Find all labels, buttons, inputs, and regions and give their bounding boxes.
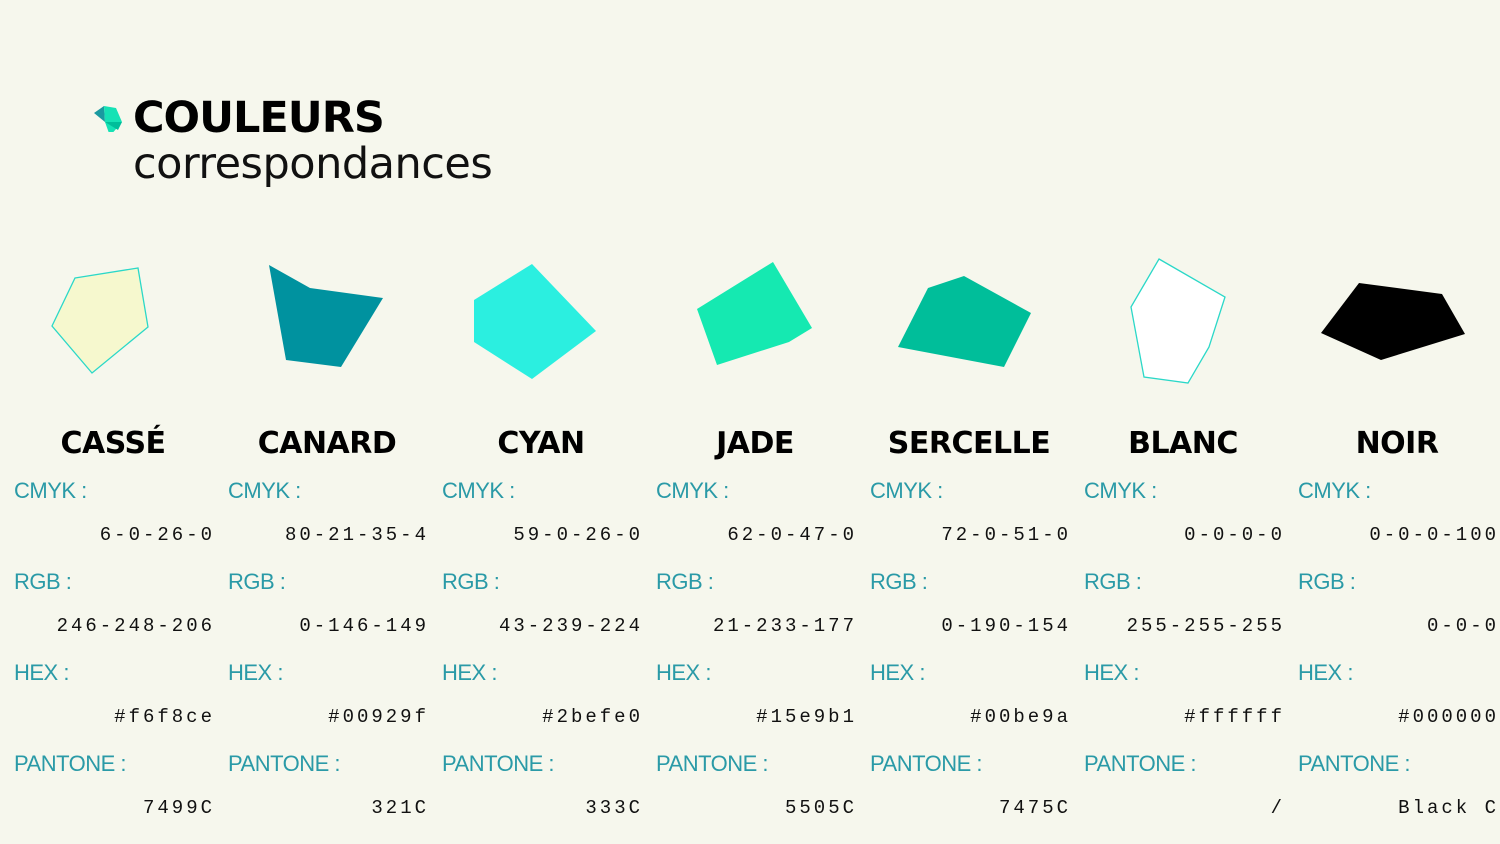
swatch-canard — [269, 265, 383, 367]
pantone-label: PANTONE : — [228, 751, 341, 776]
cmyk-label: CMYK : — [656, 478, 729, 503]
hex-value: #000000 — [1398, 706, 1499, 728]
pantone-value: / — [1270, 797, 1285, 819]
hex-value: #2befe0 — [542, 706, 643, 728]
hex-label: HEX : — [656, 660, 711, 685]
cmyk-value: 59-0-26-0 — [513, 524, 643, 546]
rgb-label: RGB : — [656, 569, 714, 594]
pantone-value: Black C — [1398, 797, 1499, 819]
cmyk-label: CMYK : — [1084, 478, 1157, 503]
color-card-jade: JADE CMYK : 62-0-47-0 RGB : 21-233-177 H… — [656, 420, 854, 832]
swatch-casse — [51, 267, 149, 374]
hex-value: #00be9a — [970, 706, 1071, 728]
rgb-value: 43-239-224 — [498, 615, 643, 637]
rgb-label: RGB : — [1298, 569, 1356, 594]
pantone-label: PANTONE : — [870, 751, 983, 776]
pantone-value: 5505C — [784, 797, 857, 819]
pantone-label: PANTONE : — [14, 751, 127, 776]
rgb-label: RGB : — [870, 569, 928, 594]
color-name: CASSÉ — [60, 426, 166, 461]
color-card-blanc: BLANC CMYK : 0-0-0-0 RGB : 255-255-255 H… — [1084, 420, 1282, 832]
cmyk-value: 72-0-51-0 — [941, 524, 1071, 546]
cmyk-value: 0-0-0-100 — [1369, 524, 1499, 546]
rgb-value: 0-190-154 — [941, 615, 1071, 637]
polygon-logo-icon — [94, 106, 122, 132]
hex-label: HEX : — [870, 660, 925, 685]
pantone-label: PANTONE : — [656, 751, 769, 776]
color-card-sercelle: SERCELLE CMYK : 72-0-51-0 RGB : 0-190-15… — [870, 420, 1068, 832]
swatch-sercelle — [898, 276, 1031, 367]
hex-value: #15e9b1 — [756, 706, 857, 728]
hex-label: HEX : — [228, 660, 283, 685]
color-card-casse: CASSÉ CMYK : 6-0-26-0 RGB : 246-248-206 … — [14, 420, 212, 832]
page-title: COULEURS — [133, 93, 385, 143]
hex-label: HEX : — [1084, 660, 1139, 685]
pantone-value: 7475C — [998, 797, 1071, 819]
cmyk-value: 80-21-35-4 — [284, 524, 429, 546]
cmyk-label: CMYK : — [870, 478, 943, 503]
hex-value: #f6f8ce — [114, 706, 215, 728]
pantone-value: 321C — [371, 797, 429, 819]
color-name: BLANC — [1128, 426, 1238, 461]
color-name: CYAN — [497, 426, 585, 461]
cmyk-label: CMYK : — [14, 478, 87, 503]
swatch-cyan — [474, 264, 596, 379]
swatch-jade — [697, 262, 812, 365]
color-card-canard: CANARD CMYK : 80-21-35-4 RGB : 0-146-149… — [228, 420, 426, 832]
rgb-label: RGB : — [228, 569, 286, 594]
rgb-value: 255-255-255 — [1126, 615, 1285, 637]
cmyk-value: 0-0-0-0 — [1184, 524, 1285, 546]
pantone-label: PANTONE : — [442, 751, 555, 776]
swatch-noir — [1321, 283, 1465, 360]
rgb-value: 0-0-0 — [1426, 615, 1499, 637]
hex-label: HEX : — [14, 660, 69, 685]
rgb-label: RGB : — [14, 569, 72, 594]
pantone-value: 333C — [585, 797, 643, 819]
color-card-cyan: CYAN CMYK : 59-0-26-0 RGB : 43-239-224 H… — [442, 420, 640, 832]
color-name: JADE — [716, 426, 794, 461]
pantone-label: PANTONE : — [1298, 751, 1411, 776]
cmyk-label: CMYK : — [1298, 478, 1371, 503]
hex-label: HEX : — [1298, 660, 1353, 685]
rgb-label: RGB : — [1084, 569, 1142, 594]
page-subtitle: correspondances — [133, 139, 493, 189]
hex-value: #00929f — [328, 706, 429, 728]
color-name: CANARD — [257, 426, 397, 461]
cmyk-label: CMYK : — [228, 478, 301, 503]
pantone-label: PANTONE : — [1084, 751, 1197, 776]
cmyk-value: 6-0-26-0 — [99, 524, 215, 546]
color-name: SERCELLE — [887, 426, 1051, 461]
hex-value: #ffffff — [1184, 706, 1285, 728]
rgb-label: RGB : — [442, 569, 500, 594]
hex-label: HEX : — [442, 660, 497, 685]
color-card-noir: NOIR CMYK : 0-0-0-100 RGB : 0-0-0 HEX : … — [1298, 420, 1496, 832]
pantone-value: 7499C — [142, 797, 215, 819]
color-name: NOIR — [1355, 426, 1439, 461]
cmyk-value: 62-0-47-0 — [727, 524, 857, 546]
cmyk-label: CMYK : — [442, 478, 515, 503]
swatch-blanc — [1130, 258, 1226, 384]
rgb-value: 246-248-206 — [56, 615, 215, 637]
rgb-value: 0-146-149 — [299, 615, 429, 637]
rgb-value: 21-233-177 — [712, 615, 857, 637]
